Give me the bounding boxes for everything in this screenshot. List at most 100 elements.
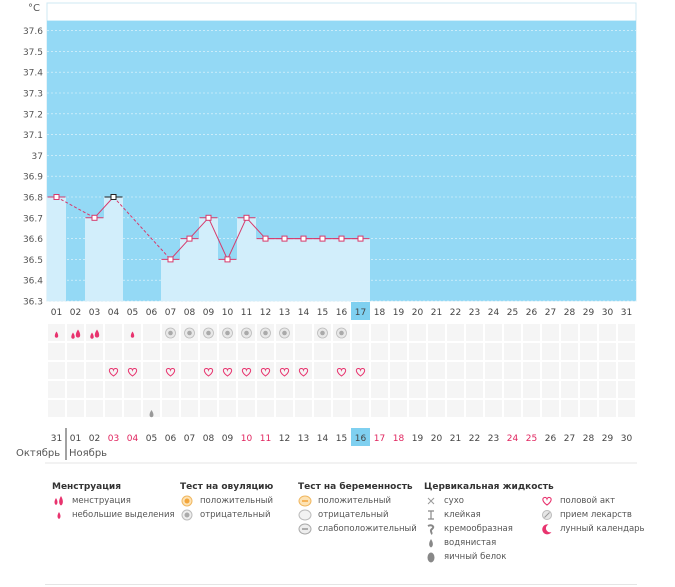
symptom-cell	[219, 381, 236, 398]
symptom-cell	[371, 362, 388, 379]
legend-item: водянистая	[424, 536, 554, 550]
symptom-cell	[314, 362, 331, 379]
symptom-cell	[466, 324, 483, 341]
symptom-cell	[67, 343, 84, 360]
cycle-day-label: 04	[108, 308, 120, 318]
legend-menstruation: Менструация менструация небольшие выделе…	[52, 480, 175, 522]
menstruation-drops-icon	[52, 495, 66, 507]
temperature-line-segment	[227, 217, 247, 260]
calendar-date: 02	[89, 434, 100, 444]
symptom-cell	[371, 381, 388, 398]
pill-icon	[540, 509, 554, 521]
temperature-line-segment	[170, 238, 190, 260]
calendar-date: 22	[469, 434, 480, 444]
y-tick-label: 37	[32, 152, 43, 162]
symptom-cell	[409, 343, 426, 360]
legend-ovulation: Тест на овуляцию положительный отрицател…	[180, 480, 273, 522]
temperature-bar	[275, 238, 294, 301]
symptom-cell	[409, 324, 426, 341]
cycle-day-label: 01	[51, 308, 62, 318]
watery-icon	[149, 410, 154, 418]
cycle-day-label: 16	[336, 308, 348, 318]
calendar-date: 11	[260, 434, 271, 444]
legend-item: отрицательный	[298, 508, 417, 522]
symptom-cell	[447, 343, 464, 360]
cycle-day-label: 13	[279, 308, 290, 318]
symptom-cell	[428, 324, 445, 341]
temperature-bar	[294, 238, 313, 301]
symptom-cell	[48, 381, 65, 398]
symptom-cell	[67, 362, 84, 379]
unit-label: °С	[28, 3, 40, 14]
cycle-day-label: 06	[146, 308, 158, 318]
y-tick-label: 36.9	[23, 173, 43, 183]
calendar-date: 20	[431, 434, 443, 444]
ovulation-negative-icon-core	[263, 330, 268, 336]
temperature-point	[319, 235, 326, 242]
symptom-cell	[257, 381, 274, 398]
legend-ovulation-title: Тест на овуляцию	[180, 482, 274, 492]
temperature-bar	[199, 217, 218, 301]
y-tick-label: 37.1	[23, 131, 43, 141]
symptom-cell	[523, 343, 540, 360]
symptom-cell	[523, 381, 540, 398]
symptom-cell	[257, 343, 274, 360]
symptom-cell	[238, 381, 255, 398]
legend-item: прием лекарств	[540, 508, 645, 522]
temperature-point	[186, 235, 193, 242]
symptom-cell	[314, 343, 331, 360]
month-prev-label: Октябрь	[16, 448, 60, 459]
symptom-cell	[561, 400, 578, 417]
temperature-point	[300, 235, 307, 242]
cycle-day-label: 24	[488, 308, 500, 318]
pregnancy-weak-icon	[298, 523, 312, 535]
symptom-cell	[86, 324, 103, 341]
symptom-cell	[447, 400, 464, 417]
symptom-cell	[238, 343, 255, 360]
intercourse-heart-icon	[165, 367, 176, 377]
intercourse-heart-icon	[279, 367, 290, 377]
menstruation-icon	[75, 329, 81, 338]
y-tick-label: 36.3	[23, 298, 43, 308]
spotting-icon	[54, 331, 59, 338]
cycle-day-label: 05	[127, 308, 138, 318]
legend: Менструация менструация небольшие выделе…	[0, 480, 675, 580]
symptom-cell	[371, 400, 388, 417]
y-tick-label: 36.7	[23, 214, 43, 224]
temperature-point	[224, 256, 231, 263]
symptom-cell	[542, 381, 559, 398]
symptom-cell	[200, 400, 217, 417]
calendar-date: 19	[412, 434, 424, 444]
symptom-cell	[48, 362, 65, 379]
ovulation-negative-icon-core	[168, 330, 173, 336]
symptom-cell	[276, 381, 293, 398]
symptom-cell	[561, 381, 578, 398]
watery-drop-icon	[424, 537, 438, 549]
temperature-bar	[180, 238, 199, 301]
symptom-cell	[352, 324, 369, 341]
symptom-cell	[580, 343, 597, 360]
symptom-cell	[124, 400, 141, 417]
menstruation-icon	[90, 332, 94, 339]
symptom-cell	[542, 324, 559, 341]
symptom-cell	[504, 400, 521, 417]
symptom-cell	[181, 381, 198, 398]
legend-pregnancy-title: Тест на беременность	[298, 482, 413, 492]
calendar-date: 17	[374, 434, 385, 444]
calendar-date: 21	[450, 434, 461, 444]
symptom-cell	[219, 400, 236, 417]
symptom-cell	[542, 400, 559, 417]
legend-item: клейкая	[424, 508, 554, 522]
temperature-bar	[237, 217, 256, 301]
symptom-cell	[48, 400, 65, 417]
cycle-day-label: 19	[393, 308, 405, 318]
intercourse-heart-icon	[241, 367, 252, 377]
symptom-cell	[428, 381, 445, 398]
ovulation-negative-icon-core	[187, 330, 192, 336]
temperature-line-segment	[113, 196, 171, 260]
temperature-point	[338, 235, 345, 242]
intercourse-heart-icon	[203, 367, 214, 377]
legend-pregnancy: Тест на беременность положительный отриц…	[298, 480, 417, 536]
calendar-date: 31	[51, 434, 62, 444]
temperature-bar	[104, 197, 123, 301]
